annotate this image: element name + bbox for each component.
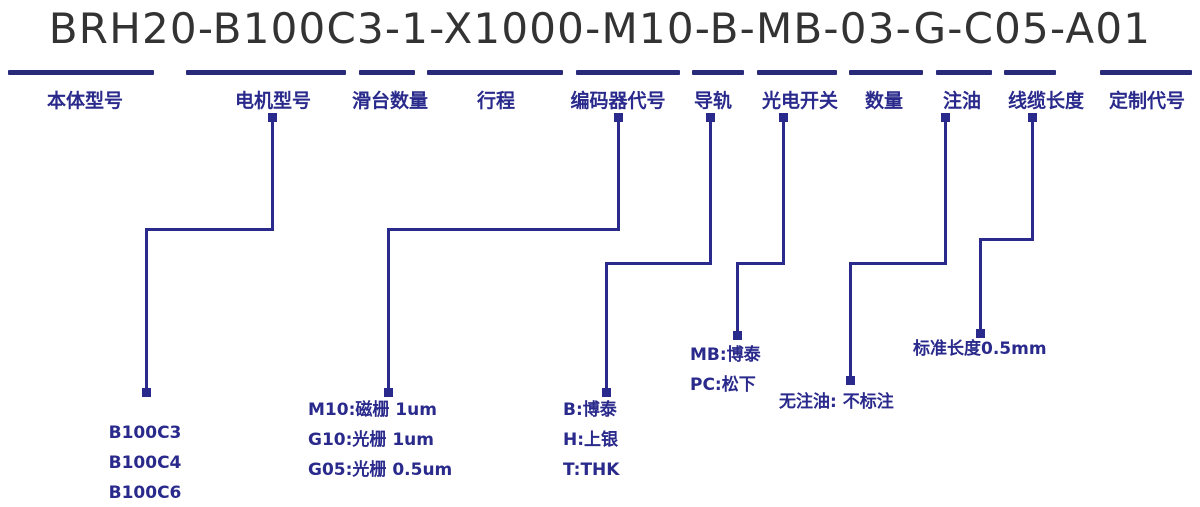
option-body-model-3: B100C6 bbox=[108, 483, 182, 503]
options-body-model: B100C3 B100C4 B100C6 bbox=[70, 418, 220, 507]
leader-horizontal-body-model bbox=[145, 228, 274, 231]
field-label-photo-switch: 光电开关 bbox=[761, 90, 838, 112]
leader-cap-cable-length bbox=[1028, 113, 1037, 122]
option-photo-switch-2: PC:松下 bbox=[690, 375, 756, 395]
underline-segment-body-model bbox=[8, 70, 154, 75]
leader-vertical-guide-rail-lower bbox=[605, 262, 608, 391]
option-encoder-code-2: G10:光栅 1um bbox=[308, 430, 434, 450]
leader-cap-oil-injection bbox=[941, 113, 950, 122]
option-encoder-code-3: G05:光栅 0.5um bbox=[308, 460, 453, 480]
options-oil-injection: 无注油: 不标注 bbox=[779, 387, 894, 417]
leader-vertical-photo-switch-lower bbox=[736, 262, 739, 334]
options-encoder-code: M10:磁栅 1um G10:光栅 1um G05:光栅 0.5um bbox=[308, 395, 452, 485]
field-label-motor-model: 电机型号 bbox=[234, 90, 311, 112]
option-photo-switch-1: MB:博泰 bbox=[690, 345, 761, 365]
field-label-custom-code: 定制代号 bbox=[1108, 90, 1185, 112]
leader-endcap-photo-switch bbox=[733, 331, 742, 340]
leader-horizontal-encoder bbox=[387, 228, 620, 231]
leader-vertical-photo-switch-upper bbox=[782, 118, 785, 264]
options-cable-length: 标准长度0.5mm bbox=[913, 334, 1047, 364]
option-guide-rail-2: H:上银 bbox=[563, 430, 619, 450]
underline-segment-slide-count bbox=[359, 70, 415, 75]
field-label-cable-length: 线缆长度 bbox=[1007, 90, 1084, 112]
leader-horizontal-oil bbox=[849, 262, 947, 265]
leader-endcap-oil-injection bbox=[846, 376, 855, 385]
underline-segment-oil-injection bbox=[936, 70, 992, 75]
field-label-guide-rail: 导轨 bbox=[693, 90, 732, 112]
leader-endcap-encoder-code bbox=[384, 388, 393, 397]
leader-vertical-body-model-lower bbox=[145, 228, 148, 391]
leader-cap-encoder-code bbox=[614, 113, 623, 122]
leader-endcap-body-model bbox=[142, 388, 151, 397]
leader-vertical-encoder-upper bbox=[617, 118, 620, 230]
leader-cap-guide-rail bbox=[706, 113, 715, 122]
leader-vertical-oil-lower bbox=[849, 262, 852, 379]
leader-vertical-cable-upper bbox=[1031, 118, 1034, 240]
leader-horizontal-cable bbox=[979, 238, 1034, 241]
leader-vertical-body-model-upper bbox=[271, 118, 274, 230]
option-cable-length-1: 标准长度0.5mm bbox=[913, 339, 1047, 359]
leader-cap-body-model bbox=[268, 113, 277, 122]
option-guide-rail-1: B:博泰 bbox=[563, 400, 617, 420]
field-label-quantity: 数量 bbox=[864, 90, 903, 112]
underline-segment-custom-code bbox=[1100, 70, 1192, 75]
field-label-slide-count: 滑台数量 bbox=[351, 90, 428, 112]
leader-cap-photo-switch bbox=[779, 113, 788, 122]
underline-segment-photo-switch bbox=[757, 70, 837, 75]
underline-segment-quantity bbox=[849, 70, 923, 75]
field-label-encoder-code: 编码器代号 bbox=[570, 90, 666, 112]
options-guide-rail: B:博泰 H:上银 T:THK bbox=[563, 395, 619, 485]
underline-segment-cable-length bbox=[1004, 70, 1056, 75]
leader-vertical-guide-rail-upper bbox=[709, 118, 712, 264]
option-guide-rail-3: T:THK bbox=[563, 460, 620, 480]
field-label-stroke: 行程 bbox=[476, 90, 515, 112]
option-encoder-code-1: M10:磁栅 1um bbox=[308, 400, 437, 420]
leader-vertical-oil-upper bbox=[944, 118, 947, 264]
model-code-string: BRH20-B100C3-1-X1000-M10-B-MB-03-G-C05-A… bbox=[48, 4, 1152, 53]
underline-segment-guide-rail bbox=[692, 70, 744, 75]
underline-segment-motor-model bbox=[186, 70, 346, 75]
leader-endcap-guide-rail bbox=[602, 388, 611, 397]
option-body-model-1: B100C3 bbox=[108, 423, 182, 443]
leader-vertical-encoder-lower bbox=[387, 228, 390, 391]
leader-vertical-cable-lower bbox=[979, 238, 982, 332]
option-body-model-2: B100C4 bbox=[108, 453, 182, 473]
field-label-body-model: 本体型号 bbox=[46, 90, 123, 112]
option-oil-injection-1: 无注油: 不标注 bbox=[779, 392, 894, 412]
options-photo-switch: MB:博泰 PC:松下 bbox=[690, 340, 761, 400]
leader-horizontal-photo-switch bbox=[736, 262, 785, 265]
leader-endcap-cable-length bbox=[976, 329, 985, 338]
field-label-oil-injection: 注油 bbox=[942, 90, 981, 112]
underline-segment-encoder-code bbox=[576, 70, 680, 75]
underline-segment-stroke bbox=[427, 70, 563, 75]
leader-horizontal-guide-rail bbox=[605, 262, 712, 265]
